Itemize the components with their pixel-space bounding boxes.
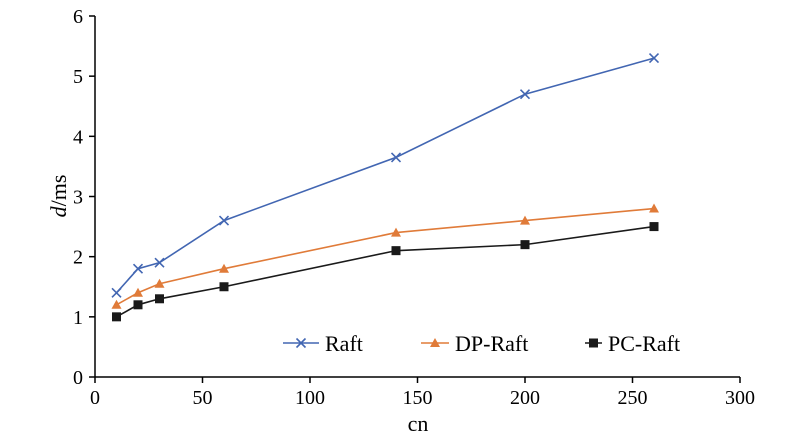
legend-label: Raft bbox=[325, 331, 363, 356]
square-marker bbox=[112, 312, 121, 322]
y-tick-label: 5 bbox=[73, 66, 83, 88]
triangle-marker bbox=[649, 203, 659, 213]
square-marker bbox=[589, 338, 598, 348]
triangle-marker bbox=[154, 278, 165, 288]
legend-label: PC-Raft bbox=[608, 331, 680, 356]
legend-item-raft: Raft bbox=[283, 331, 363, 356]
square-marker bbox=[391, 246, 401, 256]
series-line-pc-raft bbox=[116, 225, 655, 318]
legend-label: DP-Raft bbox=[455, 331, 528, 356]
x-tick-label: 100 bbox=[295, 387, 325, 409]
x-marker bbox=[519, 89, 531, 100]
y-axis-title-unit: /ms bbox=[46, 175, 71, 207]
triangle-marker bbox=[391, 227, 401, 237]
square-marker bbox=[155, 294, 164, 304]
series-line-dp-raft bbox=[116, 207, 655, 306]
series-pc-raft bbox=[112, 222, 659, 322]
x-ticks: 0 50 100 150 200 250 300 bbox=[90, 377, 755, 409]
triangle-marker bbox=[219, 263, 229, 273]
legend-item-dp-raft: DP-Raft bbox=[421, 331, 528, 356]
x-tick-label: 300 bbox=[725, 387, 755, 409]
x-tick-label: 50 bbox=[193, 387, 213, 409]
square-marker bbox=[520, 240, 530, 250]
square-marker bbox=[133, 300, 143, 310]
y-tick-label: 2 bbox=[73, 247, 83, 269]
triangle-marker bbox=[430, 338, 440, 347]
x-marker bbox=[390, 152, 402, 163]
y-tick-label: 1 bbox=[73, 307, 83, 329]
y-axis-title: d/ms bbox=[46, 175, 71, 218]
legend: Raft DP-Raft PC-Raft bbox=[283, 331, 680, 356]
y-axis-title-var: d bbox=[46, 205, 71, 217]
y-tick-label: 0 bbox=[73, 367, 83, 389]
series-line-raft bbox=[115, 57, 655, 294]
x-tick-label: 0 bbox=[90, 387, 100, 409]
x-tick-label: 150 bbox=[403, 387, 433, 409]
square-marker bbox=[649, 222, 659, 232]
legend-item-pc-raft: PC-Raft bbox=[585, 331, 680, 356]
x-tick-label: 250 bbox=[618, 387, 648, 409]
series-dp-raft bbox=[111, 203, 659, 309]
x-marker bbox=[154, 257, 165, 268]
x-marker bbox=[218, 215, 230, 226]
x-axis-title: cn bbox=[408, 411, 429, 436]
y-ticks: 0 1 2 3 4 5 6 bbox=[73, 6, 95, 389]
axes bbox=[94, 16, 740, 378]
y-tick-label: 6 bbox=[73, 6, 83, 28]
plot-series bbox=[111, 53, 660, 322]
y-tick-label: 3 bbox=[73, 187, 83, 209]
x-marker bbox=[295, 337, 307, 349]
square-marker bbox=[219, 282, 229, 292]
triangle-marker bbox=[520, 215, 530, 225]
y-tick-label: 4 bbox=[73, 126, 83, 148]
x-tick-label: 200 bbox=[510, 387, 540, 409]
series-raft bbox=[111, 53, 660, 298]
x-marker bbox=[132, 263, 144, 274]
x-marker bbox=[111, 287, 122, 298]
triangle-marker bbox=[111, 299, 122, 309]
x-marker bbox=[648, 53, 660, 64]
triangle-marker bbox=[133, 287, 143, 297]
